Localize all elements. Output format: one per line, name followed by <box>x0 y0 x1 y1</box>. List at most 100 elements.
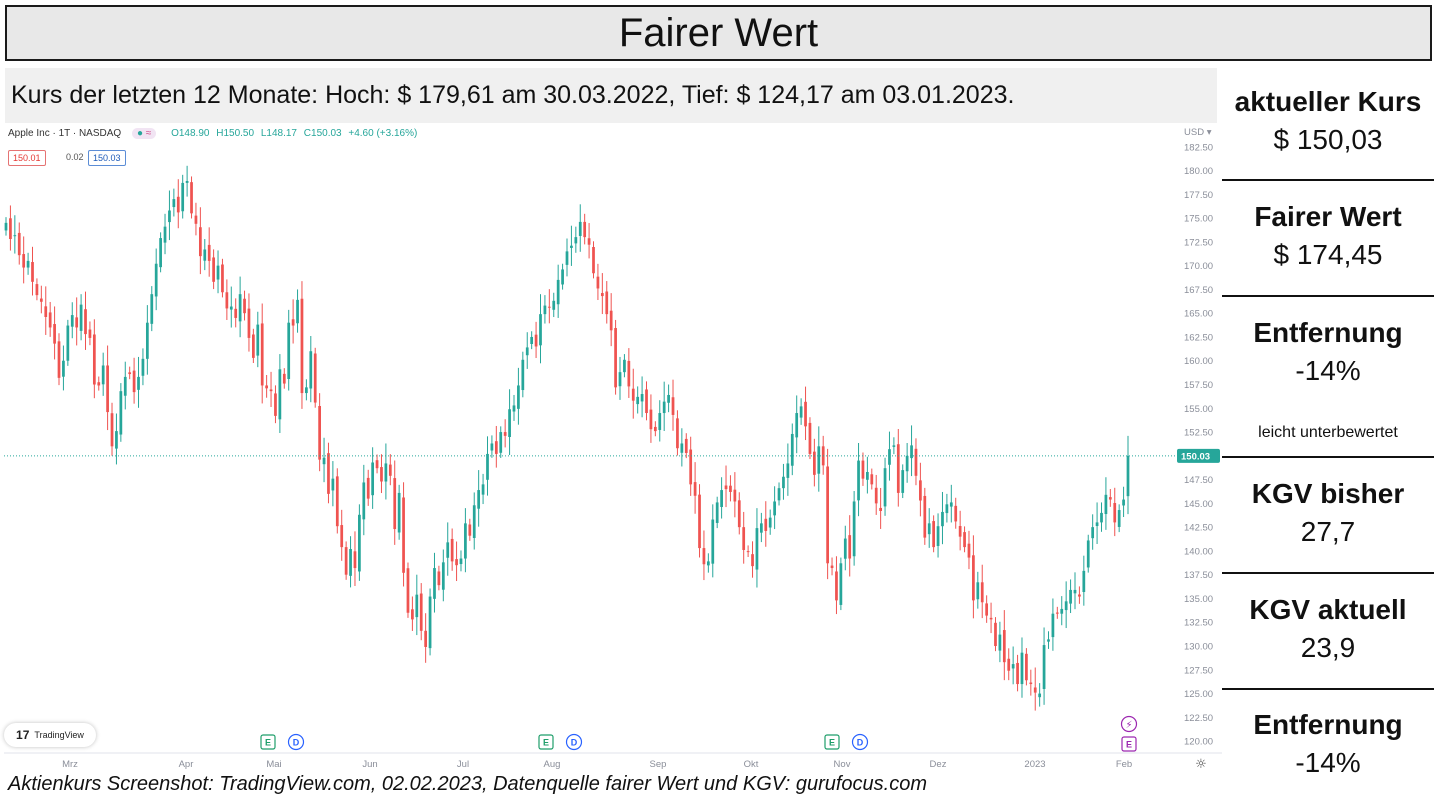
y-tick-label: 137.50 <box>1184 570 1213 581</box>
candle-body <box>190 182 193 214</box>
candle-body <box>1047 639 1050 642</box>
y-tick-label: 140.00 <box>1184 546 1213 557</box>
candle-body <box>976 582 980 600</box>
candle-body <box>1069 589 1072 604</box>
candle-body <box>525 347 529 356</box>
candle-body <box>826 466 829 564</box>
candle-body <box>446 542 450 558</box>
candle-body <box>1042 645 1046 690</box>
candle-body <box>941 511 944 527</box>
candle-body <box>477 490 481 509</box>
chart-header: Apple Inc · 1T · NASDAQ ● ≈ O148.90 H150… <box>8 128 417 139</box>
candle-body <box>1011 664 1015 669</box>
candlestick-chart-svg[interactable]: 120.00 122.50 125.00 127.50 130.00 132.50 135.… <box>0 123 1222 773</box>
candle-body <box>508 409 511 438</box>
tradingview-logo[interactable]: 17 TradingView <box>4 723 96 747</box>
candle-body <box>141 358 145 376</box>
candle-body <box>905 455 909 472</box>
candle-body <box>658 413 662 430</box>
distance2-value: -14% <box>1295 747 1361 778</box>
candle-body <box>936 526 940 546</box>
candle-body <box>185 181 189 183</box>
candle-body <box>176 196 180 213</box>
candle-body <box>1095 522 1099 527</box>
candle-body <box>335 476 339 527</box>
candle-body <box>733 489 737 502</box>
candle-body <box>618 372 622 387</box>
candle-body <box>1038 693 1042 698</box>
candle-body <box>565 251 569 265</box>
candle-body <box>424 630 428 647</box>
candle-body <box>561 269 564 285</box>
ohlc-low: L148.17 <box>260 128 297 139</box>
y-tick-label: 127.50 <box>1184 665 1213 676</box>
candle-body <box>1025 653 1028 681</box>
candle-body <box>225 292 229 309</box>
candle-body <box>901 470 905 493</box>
candle-body <box>715 502 719 523</box>
candle-body <box>583 221 587 238</box>
panel-divider <box>1222 179 1434 181</box>
candle-body <box>358 514 361 572</box>
candle-body <box>44 306 48 317</box>
candle-body <box>835 571 838 601</box>
candle-body <box>278 369 282 420</box>
candle-body <box>110 413 114 447</box>
current-price-box: aktueller Kurs $ 150,03 <box>1222 86 1434 156</box>
candle-body <box>353 551 357 569</box>
candle-body <box>48 312 52 328</box>
current-price-value: $ 150,03 <box>1273 124 1383 155</box>
x-tick-label: Jun <box>362 759 377 770</box>
candle-body <box>759 523 763 533</box>
candle-body <box>680 443 684 453</box>
candle-body <box>53 324 56 344</box>
candle-body <box>631 388 635 401</box>
candle-body <box>207 244 211 261</box>
candle-body <box>468 524 472 536</box>
candle-body <box>653 426 657 432</box>
candle-body <box>724 485 728 490</box>
candle-body <box>349 549 352 576</box>
candle-body <box>795 413 799 438</box>
candle-body <box>804 401 807 427</box>
marker-glyph: E <box>1126 740 1132 750</box>
candle-body <box>1007 658 1011 671</box>
y-tick-label: 125.00 <box>1184 689 1213 700</box>
candle-body <box>216 265 220 280</box>
candle-body <box>1091 527 1095 539</box>
candle-body <box>106 365 109 413</box>
candle-body <box>221 264 224 293</box>
stock-chart[interactable]: 120.00 122.50 125.00 127.50 130.00 132.50 135.… <box>0 123 1222 773</box>
panel-divider <box>1222 688 1434 690</box>
candle-body <box>945 504 949 514</box>
candle-body <box>4 222 8 231</box>
candle-body <box>238 294 242 322</box>
candle-body <box>481 484 485 495</box>
candle-body <box>552 300 556 310</box>
candle-body <box>676 418 679 449</box>
candle-body <box>172 199 176 208</box>
marker-glyph: D <box>571 738 578 748</box>
bid-price[interactable]: 150.01 <box>8 150 46 166</box>
candle-body <box>843 538 847 559</box>
candle-body <box>119 391 123 435</box>
candle-body <box>702 548 706 565</box>
price-axis-background <box>1167 123 1222 773</box>
candle-body <box>773 501 776 516</box>
candle-body <box>362 482 366 520</box>
candle-body <box>600 293 604 297</box>
y-tick-label: 132.50 <box>1184 618 1213 629</box>
candle-body <box>163 226 167 243</box>
ask-price[interactable]: 150.03 <box>88 150 126 166</box>
candle-body <box>547 306 551 308</box>
price-range-summary: Kurs der letzten 12 Monate: Hoch: $ 179,… <box>5 68 1217 123</box>
pe-current-label: KGV aktuell <box>1249 594 1407 625</box>
candle-body <box>587 238 591 245</box>
candle-body <box>698 494 701 549</box>
candle-body <box>1086 540 1090 568</box>
candle-body <box>252 334 255 358</box>
last-price-tag <box>1177 448 1220 463</box>
pe-past-box: KGV bisher 27,7 <box>1222 478 1434 548</box>
candle-body <box>433 568 436 599</box>
candle-body <box>989 617 993 620</box>
